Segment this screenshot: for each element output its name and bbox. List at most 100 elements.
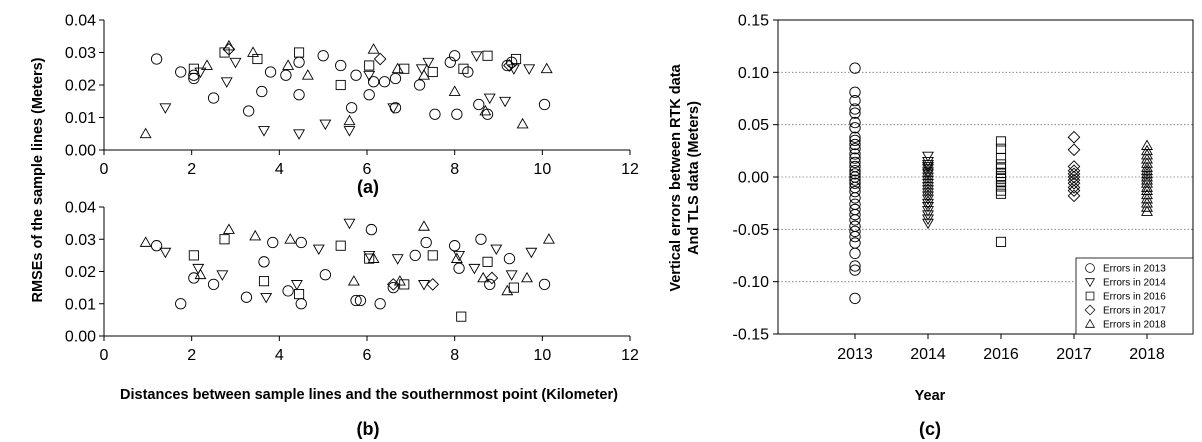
data-point-triangle-down bbox=[258, 126, 270, 137]
data-point-triangle-down bbox=[229, 57, 242, 69]
data-point-circle bbox=[849, 107, 861, 119]
data-point-triangle-up bbox=[367, 43, 380, 54]
data-point-triangle-down bbox=[216, 270, 229, 281]
data-point-circle bbox=[849, 186, 861, 198]
legend-marker-triangle-down bbox=[1084, 278, 1096, 288]
data-point-circle bbox=[150, 53, 163, 65]
data-point-circle bbox=[350, 69, 362, 81]
data-point-triangle-down bbox=[922, 167, 934, 178]
x-tick-label: 4 bbox=[275, 161, 284, 178]
data-point-triangle-down bbox=[194, 67, 207, 79]
data-point-diamond bbox=[1067, 176, 1081, 190]
data-point-diamond bbox=[503, 59, 516, 72]
data-point-triangle-down bbox=[422, 57, 435, 69]
y-tick-label: 0.00 bbox=[65, 143, 96, 160]
data-point-circle bbox=[453, 262, 465, 274]
x-tick-label: 10 bbox=[533, 161, 551, 178]
data-point-circle bbox=[849, 192, 861, 204]
data-point-circle bbox=[295, 236, 307, 249]
y-tick-label: 0.04 bbox=[65, 200, 96, 217]
data-point-triangle-down bbox=[415, 64, 428, 75]
x-tick-label: 2 bbox=[187, 161, 196, 178]
data-point-square bbox=[399, 63, 410, 74]
x-tick-label: 10 bbox=[533, 347, 551, 364]
data-point-diamond bbox=[1067, 167, 1081, 181]
data-point-circle bbox=[389, 72, 402, 85]
data-point-diamond bbox=[1067, 170, 1081, 184]
data-point-triangle-up bbox=[139, 236, 152, 247]
data-point-circle bbox=[282, 285, 294, 297]
data-point-triangle-up bbox=[1141, 205, 1153, 216]
data-point-circle bbox=[475, 233, 487, 245]
data-point-triangle-up bbox=[450, 252, 463, 263]
data-point-triangle-down bbox=[319, 119, 332, 131]
data-point-diamond bbox=[1067, 184, 1081, 197]
xlabel-c: Year bbox=[915, 388, 946, 404]
data-point-circle bbox=[451, 108, 463, 120]
data-point-square bbox=[188, 250, 199, 261]
data-point-circle bbox=[387, 281, 399, 294]
data-point-square bbox=[995, 136, 1007, 147]
legend-marker-square bbox=[1085, 291, 1095, 301]
data-point-circle bbox=[207, 92, 220, 104]
data-point-circle bbox=[242, 105, 255, 117]
data-point-triangle-up bbox=[516, 117, 529, 129]
data-point-circle bbox=[849, 122, 861, 134]
data-point-square bbox=[364, 253, 375, 264]
data-point-square bbox=[995, 170, 1007, 182]
data-point-circle bbox=[175, 298, 187, 310]
data-point-circle bbox=[240, 291, 253, 303]
data-point-square bbox=[995, 174, 1007, 185]
data-point-circle bbox=[188, 272, 200, 284]
data-point-circle bbox=[538, 278, 551, 291]
x-tick-label: 0 bbox=[100, 161, 109, 178]
data-point-square bbox=[508, 282, 519, 293]
data-point-triangle-down bbox=[505, 270, 518, 281]
data-point-triangle-up bbox=[448, 85, 461, 96]
legend-marker-triangle-up bbox=[1084, 318, 1096, 328]
data-point-diamond bbox=[1067, 164, 1081, 178]
x-tick-label: 8 bbox=[450, 161, 459, 178]
data-point-square bbox=[258, 276, 270, 287]
x-tick-label: 0 bbox=[100, 347, 109, 364]
data-point-circle bbox=[849, 94, 861, 107]
data-point-triangle-up bbox=[201, 59, 213, 70]
data-point-square bbox=[427, 250, 438, 261]
data-point-triangle-up bbox=[194, 268, 207, 280]
data-point-triangle-up bbox=[391, 62, 404, 74]
data-point-triangle-up bbox=[139, 127, 152, 139]
x-tick-label: 2017 bbox=[1056, 346, 1092, 363]
data-point-circle bbox=[449, 50, 461, 62]
data-point-triangle-down bbox=[922, 172, 934, 184]
data-point-square bbox=[399, 279, 410, 290]
data-point-diamond bbox=[373, 52, 387, 66]
data-point-triangle-down bbox=[922, 162, 934, 173]
data-point-triangle-up bbox=[282, 59, 295, 70]
data-point-circle bbox=[335, 59, 347, 72]
y-tick-label: 0.01 bbox=[65, 296, 96, 313]
data-point-circle bbox=[293, 56, 305, 68]
data-point-square bbox=[995, 143, 1007, 154]
data-point-circle bbox=[150, 240, 163, 252]
x-tick-label: 6 bbox=[363, 161, 372, 178]
data-point-circle bbox=[849, 260, 861, 272]
data-point-triangle-up bbox=[1141, 201, 1153, 212]
ylabel-ab: RMSEs of the sample lines (Meters) bbox=[30, 57, 46, 302]
ylabel-c-line-1: Vertical errors between RTK data bbox=[668, 63, 684, 291]
data-point-square bbox=[995, 236, 1007, 247]
data-point-circle bbox=[378, 76, 391, 88]
data-point-triangle-down bbox=[363, 70, 376, 82]
data-point-circle bbox=[256, 85, 268, 98]
legend-label: Errors in 2014 bbox=[1103, 278, 1166, 289]
panel-label-c: (c) bbox=[919, 419, 941, 439]
data-point-triangle-down bbox=[159, 103, 172, 114]
data-point-triangle-up bbox=[1141, 157, 1153, 168]
x-tick-label: 12 bbox=[621, 161, 639, 178]
y-tick-label: 0.02 bbox=[65, 264, 96, 281]
data-point-triangle-up bbox=[1141, 167, 1153, 179]
data-point-circle bbox=[849, 116, 861, 129]
data-point-diamond bbox=[485, 271, 499, 285]
data-point-circle bbox=[849, 225, 861, 238]
y-tick-label: -0.15 bbox=[733, 327, 770, 344]
data-point-circle bbox=[849, 209, 861, 221]
